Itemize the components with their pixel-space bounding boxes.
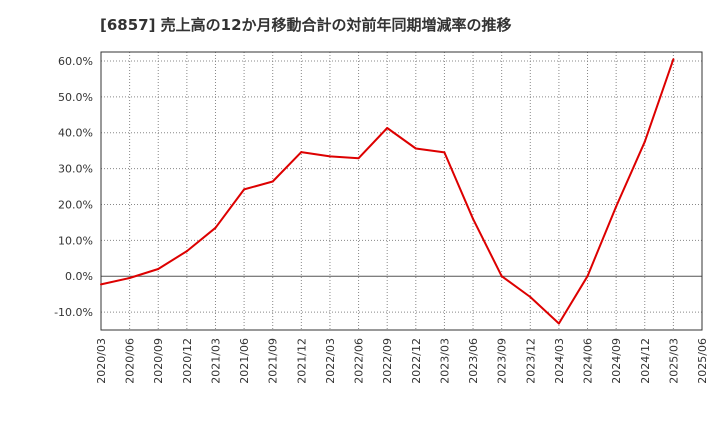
x-tick-label: 2024/06 xyxy=(582,338,595,384)
x-tick-label: 2021/09 xyxy=(267,338,280,384)
data-point xyxy=(128,277,131,279)
x-tick-label: 2022/09 xyxy=(381,338,394,384)
y-tick-label: 0.0% xyxy=(65,270,93,283)
y-tick-label: 60.0% xyxy=(58,55,93,68)
x-tick-label: 2020/09 xyxy=(152,338,165,384)
series-lines xyxy=(100,58,675,325)
data-point xyxy=(271,180,274,183)
x-tick-label: 2021/12 xyxy=(295,338,308,384)
data-point xyxy=(414,147,417,150)
x-tick-label: 2022/06 xyxy=(353,338,366,384)
data-point xyxy=(100,283,102,286)
data-point xyxy=(300,151,303,154)
data-point xyxy=(357,157,360,160)
x-tick-label: 2020/06 xyxy=(124,338,137,384)
x-tick-label: 2025/03 xyxy=(667,338,680,384)
x-tick-label: 2024/09 xyxy=(610,338,623,384)
x-tick-label: 2021/03 xyxy=(209,338,222,384)
x-tick-label: 2023/06 xyxy=(467,338,480,384)
y-tick-label: 40.0% xyxy=(58,127,93,140)
x-tick-label: 2020/03 xyxy=(95,338,108,384)
y-tick-label: 20.0% xyxy=(58,198,93,211)
y-tick-label: 10.0% xyxy=(58,234,93,247)
data-point xyxy=(672,58,675,61)
x-tick-label: 2023/09 xyxy=(496,338,509,384)
data-point xyxy=(185,250,188,253)
x-tick-label: 2025/06 xyxy=(696,338,709,384)
x-tick-label: 2022/03 xyxy=(324,338,337,384)
chart-title: [6857] 売上高の12か月移動合計の対前年同期増減率の推移 xyxy=(100,16,512,34)
data-point xyxy=(586,275,589,278)
data-point xyxy=(157,268,160,270)
y-tick-label: 30.0% xyxy=(58,163,93,176)
data-point xyxy=(643,140,646,143)
data-point xyxy=(329,155,331,158)
x-tick-label: 2021/06 xyxy=(238,338,251,384)
data-point xyxy=(443,151,446,154)
y-tick-label: -10.0% xyxy=(54,306,93,319)
y-tick-label: 50.0% xyxy=(58,91,93,104)
x-tick-label: 2024/12 xyxy=(639,338,652,384)
x-tick-label: 2022/12 xyxy=(410,338,423,384)
data-point xyxy=(472,217,474,220)
data-point xyxy=(500,275,503,278)
data-point xyxy=(386,127,389,129)
data-point xyxy=(557,322,560,325)
x-tick-label: 2023/12 xyxy=(524,338,537,384)
x-tick-label: 2024/03 xyxy=(553,338,566,384)
data-point xyxy=(615,205,618,208)
data-point xyxy=(214,226,217,229)
y-axis-ticks: -10.0% 0.0% 10.0% 20.0% 30.0% 40.0% 50.0% 60.0% xyxy=(54,55,93,319)
grid-lines xyxy=(101,52,702,330)
data-point xyxy=(243,188,246,191)
data-point xyxy=(529,296,532,298)
x-axis-ticks: 2020/03 2020/06 2020/09 2020/12 2021/03 2021/… xyxy=(95,338,709,384)
plot-area-frame xyxy=(100,51,703,331)
x-tick-label: 2023/03 xyxy=(438,338,451,384)
x-tick-label: 2020/12 xyxy=(181,338,194,384)
